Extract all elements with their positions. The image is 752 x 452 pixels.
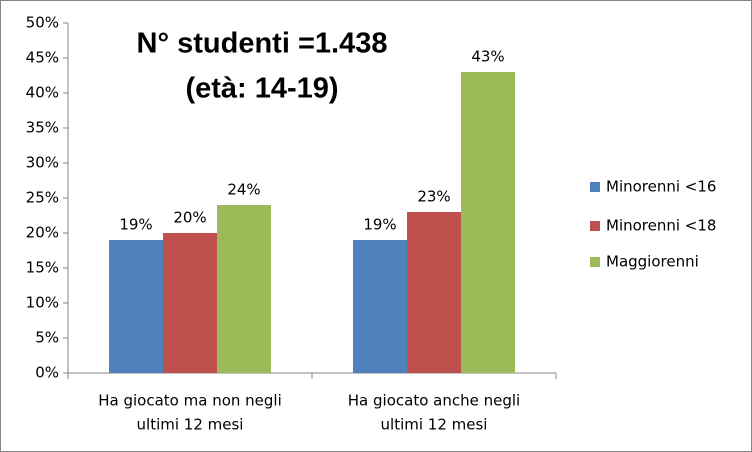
chart-subtitle: (età: 14-19)	[185, 73, 338, 105]
y-tick-label: 50%	[26, 14, 59, 32]
legend-swatch	[590, 257, 600, 267]
x-tick-label: Ha giocato ma non negli	[98, 392, 282, 410]
y-tick-label: 25%	[26, 189, 59, 207]
y-tick-label: 0%	[35, 364, 59, 382]
y-tick-label: 10%	[26, 294, 59, 312]
value-label: 43%	[471, 48, 504, 66]
bar	[461, 72, 515, 373]
x-tick-label: Ha giocato anche negli	[348, 392, 520, 410]
y-tick-label: 40%	[26, 84, 59, 102]
value-label: 19%	[119, 216, 152, 234]
x-tick-label: ultimi 12 mesi	[381, 416, 488, 434]
y-tick-label: 30%	[26, 154, 59, 172]
legend-label: Minorenni <16	[606, 178, 716, 196]
chart-title: N° studenti =1.438	[137, 28, 388, 60]
bar	[163, 233, 217, 373]
value-label: 19%	[363, 216, 396, 234]
y-tick-label: 20%	[26, 224, 59, 242]
y-tick-label: 15%	[26, 259, 59, 277]
legend-swatch	[590, 182, 600, 192]
legend-swatch	[590, 221, 600, 231]
value-label: 23%	[417, 188, 450, 206]
bar	[407, 212, 461, 373]
bar	[217, 205, 271, 373]
legend-label: Minorenni <18	[606, 217, 716, 235]
y-tick-label: 45%	[26, 49, 59, 67]
x-tick-label: ultimi 12 mesi	[137, 416, 244, 434]
y-tick-label: 5%	[35, 329, 59, 347]
bar	[353, 240, 407, 373]
legend-label: Maggiorenni	[606, 253, 699, 271]
value-label: 24%	[227, 181, 260, 199]
y-tick-label: 35%	[26, 119, 59, 137]
bar	[109, 240, 163, 373]
value-label: 20%	[173, 209, 206, 227]
